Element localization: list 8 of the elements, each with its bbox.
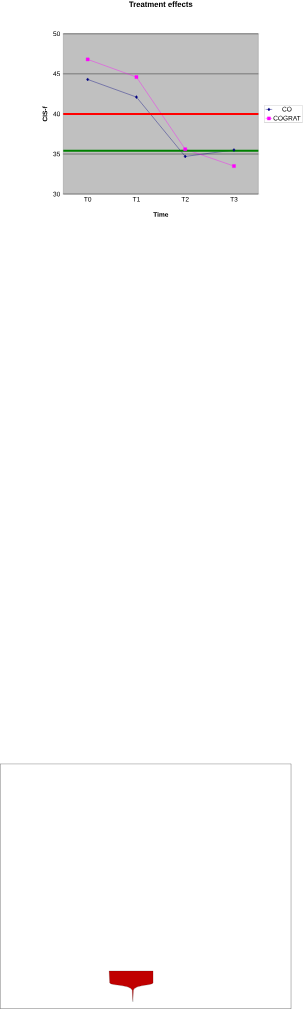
point — [232, 148, 236, 152]
point — [134, 75, 139, 79]
point — [135, 95, 138, 99]
point — [232, 164, 236, 168]
point — [86, 77, 90, 82]
point — [183, 154, 187, 159]
point — [86, 57, 90, 62]
point — [183, 147, 188, 151]
